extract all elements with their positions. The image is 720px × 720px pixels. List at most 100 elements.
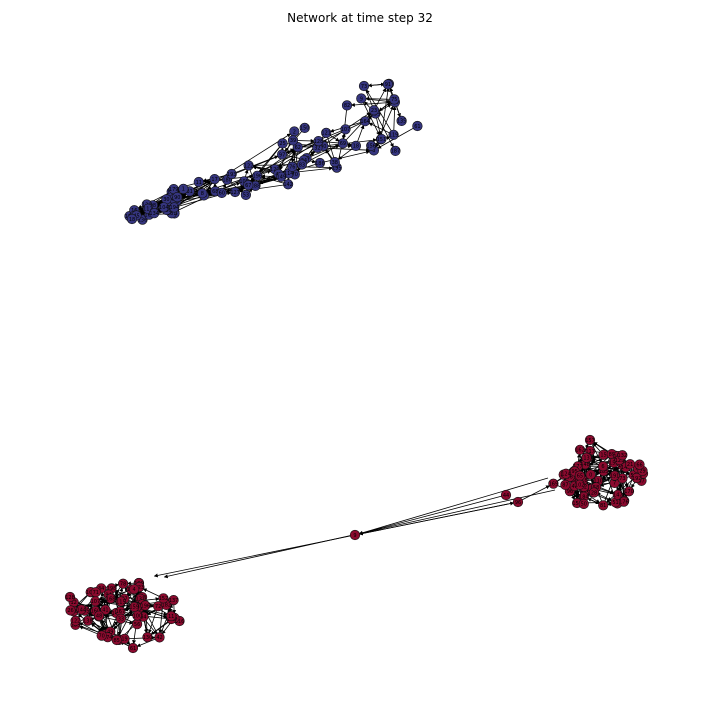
network-node: [82, 615, 93, 626]
node-label: 102: [575, 483, 585, 489]
network-node: [193, 176, 204, 188]
node-label: 76: [289, 165, 295, 171]
network-node: [612, 489, 623, 500]
node-label: 179: [169, 187, 179, 193]
network-node: [560, 479, 571, 491]
network-node: [252, 170, 263, 181]
network-node: [548, 478, 559, 489]
node-label: 135: [397, 119, 407, 125]
node-label: 18: [129, 217, 135, 223]
node-label: 109: [86, 590, 96, 596]
node-label: 45: [133, 213, 139, 219]
network-node: [158, 202, 169, 213]
network-node: [560, 468, 572, 479]
node-label: 116: [175, 619, 185, 625]
node-label: 128: [65, 595, 75, 601]
node-label: 160: [91, 609, 101, 615]
node-label: 68: [212, 189, 218, 195]
node-label: 127: [230, 190, 240, 196]
network-node: [585, 469, 596, 480]
network-node: [230, 186, 241, 198]
node-label: 69: [340, 141, 346, 147]
network-edge: [354, 501, 515, 536]
node-label: 9: [353, 533, 356, 539]
network-node: [382, 79, 394, 90]
node-label: 9: [360, 96, 363, 102]
node-label: 114: [284, 171, 294, 177]
node-label: 182: [162, 603, 172, 609]
node-label: 112: [143, 207, 153, 213]
node-label: 104: [159, 205, 169, 211]
network-node: [117, 578, 129, 589]
node-label: 50: [581, 502, 587, 508]
node-label: 53: [243, 193, 249, 199]
node-label: 136: [138, 217, 148, 223]
node-label: 8: [201, 191, 204, 197]
node-label: 186: [315, 161, 325, 167]
node-label: 26: [67, 608, 73, 614]
node-label: 132: [618, 453, 628, 459]
network-node: [296, 159, 308, 170]
node-label: 167: [116, 609, 126, 615]
node-label: 23: [371, 108, 377, 114]
network-node: [314, 157, 326, 169]
network-node: [158, 593, 169, 604]
node-label: 152: [159, 596, 169, 602]
network-node: [512, 496, 524, 508]
node-label: 123: [135, 585, 145, 591]
network-node: [617, 450, 628, 461]
network-node: [70, 615, 81, 626]
node-label: 168: [106, 596, 116, 602]
node-label: 147: [613, 493, 623, 499]
node-label: 42: [156, 635, 162, 641]
network-node: [584, 434, 596, 446]
node-label: 66: [636, 462, 642, 468]
node-label: 64: [140, 615, 146, 621]
network-node: [65, 605, 76, 616]
node-label: 192: [632, 476, 642, 482]
network-node: [277, 138, 288, 149]
network-node: [358, 80, 370, 92]
node-label: 41: [102, 608, 108, 614]
node-label: 11: [168, 614, 174, 620]
node-label: 18: [353, 144, 359, 150]
node-label: 125: [615, 458, 625, 464]
network-edge: [517, 485, 550, 503]
network-node: [64, 591, 76, 603]
node-label: 85: [114, 638, 120, 644]
network-node: [154, 632, 165, 643]
node-label: 122: [244, 163, 254, 169]
network-node: [500, 489, 512, 501]
network-node: [142, 631, 153, 643]
node-label: 21: [627, 462, 633, 468]
network-node: [574, 444, 586, 455]
node-label: 90: [174, 195, 180, 201]
node-label: 37: [638, 479, 644, 485]
node-label: 62: [295, 145, 301, 151]
node-label: 156: [366, 144, 376, 150]
node-label: 2: [293, 129, 296, 135]
network-node: [129, 601, 140, 613]
node-label: 36: [567, 475, 573, 481]
node-label: 28: [591, 490, 597, 496]
network-node: [178, 183, 189, 194]
node-label: 97: [279, 152, 285, 158]
network-node: [169, 202, 180, 213]
node-label: 142: [283, 182, 293, 188]
network-edge: [306, 144, 340, 159]
node-label: 194: [170, 205, 180, 211]
node-label: 81: [600, 503, 606, 509]
node-label: 191: [610, 473, 620, 479]
node-label: 60: [219, 191, 225, 197]
network-node: [172, 192, 183, 203]
node-label: 185: [599, 469, 609, 475]
network-node: [337, 138, 349, 149]
node-label: 181: [167, 211, 177, 217]
node-label: 43: [572, 484, 578, 490]
node-label: 56: [134, 622, 140, 628]
node-label: 169: [549, 482, 559, 488]
network-node: [609, 470, 620, 481]
node-label: 170: [624, 489, 634, 495]
node-label: 89: [609, 452, 615, 458]
network-node: [588, 487, 600, 498]
